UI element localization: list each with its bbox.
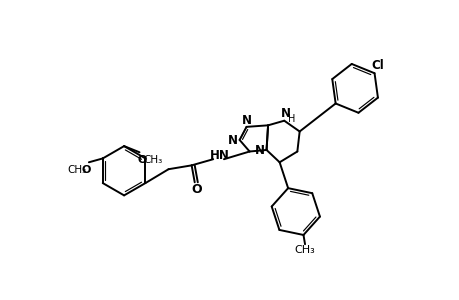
Text: O: O <box>137 155 146 165</box>
Text: CH₃: CH₃ <box>294 245 315 255</box>
Text: Cl: Cl <box>370 59 383 72</box>
Text: O: O <box>190 183 201 196</box>
Text: HN: HN <box>209 149 229 162</box>
Text: CH₃: CH₃ <box>143 155 162 165</box>
Text: N: N <box>242 114 252 127</box>
Text: H: H <box>287 114 294 124</box>
Text: CH₃: CH₃ <box>67 165 86 175</box>
Text: N: N <box>280 107 290 120</box>
Text: O: O <box>82 165 91 175</box>
Text: N: N <box>254 144 264 157</box>
Text: N: N <box>227 134 237 147</box>
